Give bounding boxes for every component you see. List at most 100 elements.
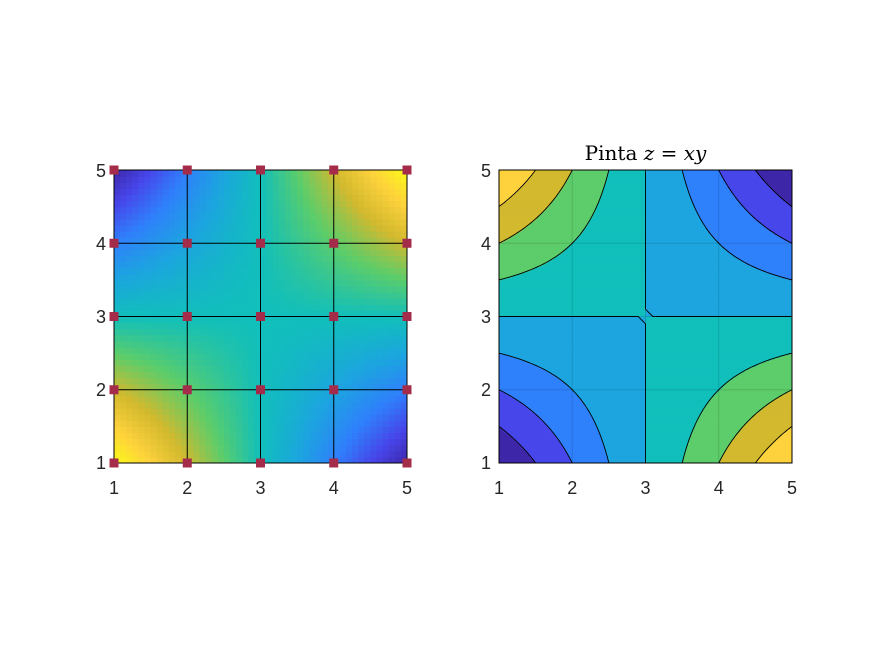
contour-band	[689, 439, 733, 442]
heatmap-cell	[333, 371, 341, 379]
heatmap-cell	[138, 273, 146, 281]
heatmap-cell	[376, 292, 384, 299]
heatmap-cell	[370, 401, 378, 409]
heatmap-cell	[187, 395, 194, 403]
heatmap-cell	[394, 347, 402, 354]
heatmap-cell	[217, 200, 225, 208]
contour-line	[499, 170, 573, 244]
contour-band	[499, 221, 532, 224]
heatmap-cell	[272, 304, 280, 311]
heatmap-cell	[309, 292, 317, 299]
heatmap-cell	[205, 401, 213, 409]
heatmap-cell	[345, 420, 353, 427]
contour-band	[579, 397, 646, 400]
contour-band	[535, 413, 591, 416]
heatmap-cell	[376, 377, 384, 385]
contour-band	[589, 219, 646, 222]
heatmap-cell	[358, 176, 365, 183]
contour-band	[645, 452, 686, 455]
contour-band	[736, 256, 792, 259]
heatmap-cell	[382, 438, 390, 446]
heatmap-cell	[278, 426, 286, 434]
heatmap-cell	[278, 285, 286, 293]
heatmap-cell	[376, 420, 384, 427]
heatmap-cell	[248, 212, 255, 220]
contour-band	[561, 187, 604, 190]
heatmap-cell	[272, 279, 280, 287]
heatmap-cell	[352, 444, 359, 452]
heatmap-cell	[388, 298, 396, 305]
contour-band	[683, 177, 724, 180]
contour-band	[645, 288, 792, 291]
heatmap-cell	[211, 408, 219, 415]
heatmap-cell	[156, 347, 164, 354]
contour-band	[772, 400, 792, 402]
contour-band	[499, 228, 523, 231]
heatmap-cell	[126, 194, 133, 202]
contour-band	[724, 247, 792, 250]
heatmap-cell	[309, 383, 317, 391]
heatmap-cell	[175, 200, 182, 208]
heatmap-cell	[175, 310, 182, 318]
contour-band	[685, 449, 727, 452]
heatmap-cell	[156, 395, 164, 403]
heatmap-cell	[284, 395, 292, 403]
heatmap-cell	[388, 383, 396, 391]
heatmap-cell	[248, 371, 255, 379]
heatmap-cell	[394, 389, 402, 397]
heatmap-cell	[297, 456, 304, 463]
heatmap-cell	[175, 176, 182, 183]
contour-band	[585, 227, 646, 230]
contour-band	[645, 331, 792, 334]
heatmap-cell	[400, 438, 407, 446]
heatmap-cell	[132, 456, 140, 463]
heatmap-cell	[150, 414, 158, 421]
heatmap-cell	[181, 395, 188, 403]
heatmap-cell	[199, 285, 207, 293]
contour-band	[645, 461, 683, 463]
heatmap-cell	[291, 273, 298, 281]
heatmap-cell	[364, 438, 371, 446]
heatmap-cell	[229, 420, 237, 427]
contour-band	[705, 227, 768, 230]
contour-band	[499, 243, 572, 246]
heatmap-cell	[211, 420, 219, 427]
heatmap-cell	[382, 347, 390, 354]
heatmap-cell	[193, 267, 201, 275]
contour-band	[570, 460, 610, 463]
heatmap-cell	[327, 249, 335, 257]
heatmap-cell	[327, 450, 335, 458]
heatmap-cell	[126, 176, 133, 183]
heatmap-cell	[352, 267, 359, 275]
contour-band	[774, 357, 792, 360]
heatmap-cell	[278, 170, 286, 177]
contour-band	[499, 429, 504, 432]
contour-band	[503, 391, 575, 394]
heatmap-cell	[132, 194, 140, 202]
heatmap-cell	[260, 273, 268, 281]
heatmap-cell	[297, 273, 304, 281]
heatmap-cell	[132, 310, 140, 318]
heatmap-cell	[187, 340, 194, 348]
heatmap-cell	[321, 383, 329, 391]
heatmap-cell	[126, 353, 133, 360]
contour-band	[645, 354, 784, 357]
contour-band	[645, 401, 709, 404]
contour-band	[499, 329, 646, 332]
heatmap-cell	[266, 328, 274, 336]
heatmap-cell	[388, 218, 396, 226]
heatmap-cell	[223, 261, 231, 269]
heatmap-cell	[284, 188, 292, 196]
heatmap-cell	[150, 255, 158, 263]
heatmap-cell	[162, 176, 170, 183]
contour-band	[686, 184, 729, 187]
heatmap-cell	[205, 224, 213, 232]
heatmap-cell	[400, 328, 407, 336]
heatmap-cell	[358, 377, 365, 385]
contour-band	[570, 458, 608, 461]
heatmap-cell	[162, 188, 170, 196]
contour-band	[499, 213, 541, 216]
contour-band	[696, 212, 751, 215]
heatmap-cell	[187, 224, 194, 232]
contour-band	[645, 297, 792, 300]
